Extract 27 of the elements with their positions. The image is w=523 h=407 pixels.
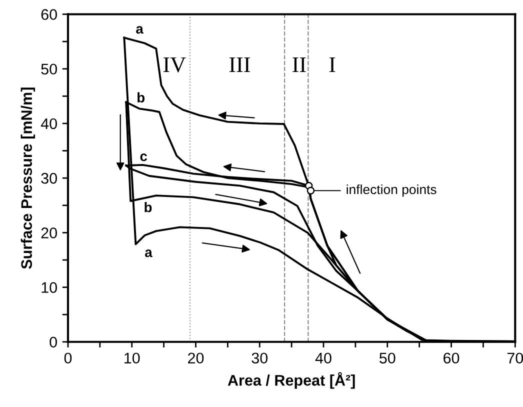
annotation: b: [144, 202, 152, 212]
annotation: c: [140, 154, 148, 162]
annotation: III: [229, 57, 250, 72]
x-tick-label: 0: [64, 352, 72, 364]
annotation: a: [145, 250, 152, 258]
annotation: II: [292, 57, 306, 72]
y-axis-title: Surface Pressure [mN/m]: [20, 88, 36, 269]
annotation: a: [136, 26, 144, 34]
x-tick-label: 40: [315, 352, 332, 364]
x-tick-label: 20: [188, 352, 204, 364]
x-tick-label: 70: [507, 352, 523, 364]
x-tick-label: 10: [124, 352, 140, 364]
x-tick-label: 50: [380, 352, 396, 364]
x-tick-label: 30: [252, 352, 268, 364]
y-tick-label: 10: [42, 282, 57, 293]
y-tick-label: 50: [41, 64, 57, 75]
y-tick-label: 20: [41, 228, 57, 238]
y-tick-label: 40: [40, 118, 57, 130]
annotation: IV: [163, 57, 186, 72]
y-tick-label: 60: [41, 9, 57, 20]
annotation: I: [329, 57, 336, 72]
annotation: inflection points: [346, 184, 436, 197]
annotation: b: [138, 92, 145, 103]
y-tick-label: 30: [41, 172, 57, 184]
x-tick-label: 60: [444, 352, 460, 364]
y-tick-label: 0: [50, 336, 57, 348]
x-axis-title: Area / Repeat [Å²]: [228, 372, 355, 389]
